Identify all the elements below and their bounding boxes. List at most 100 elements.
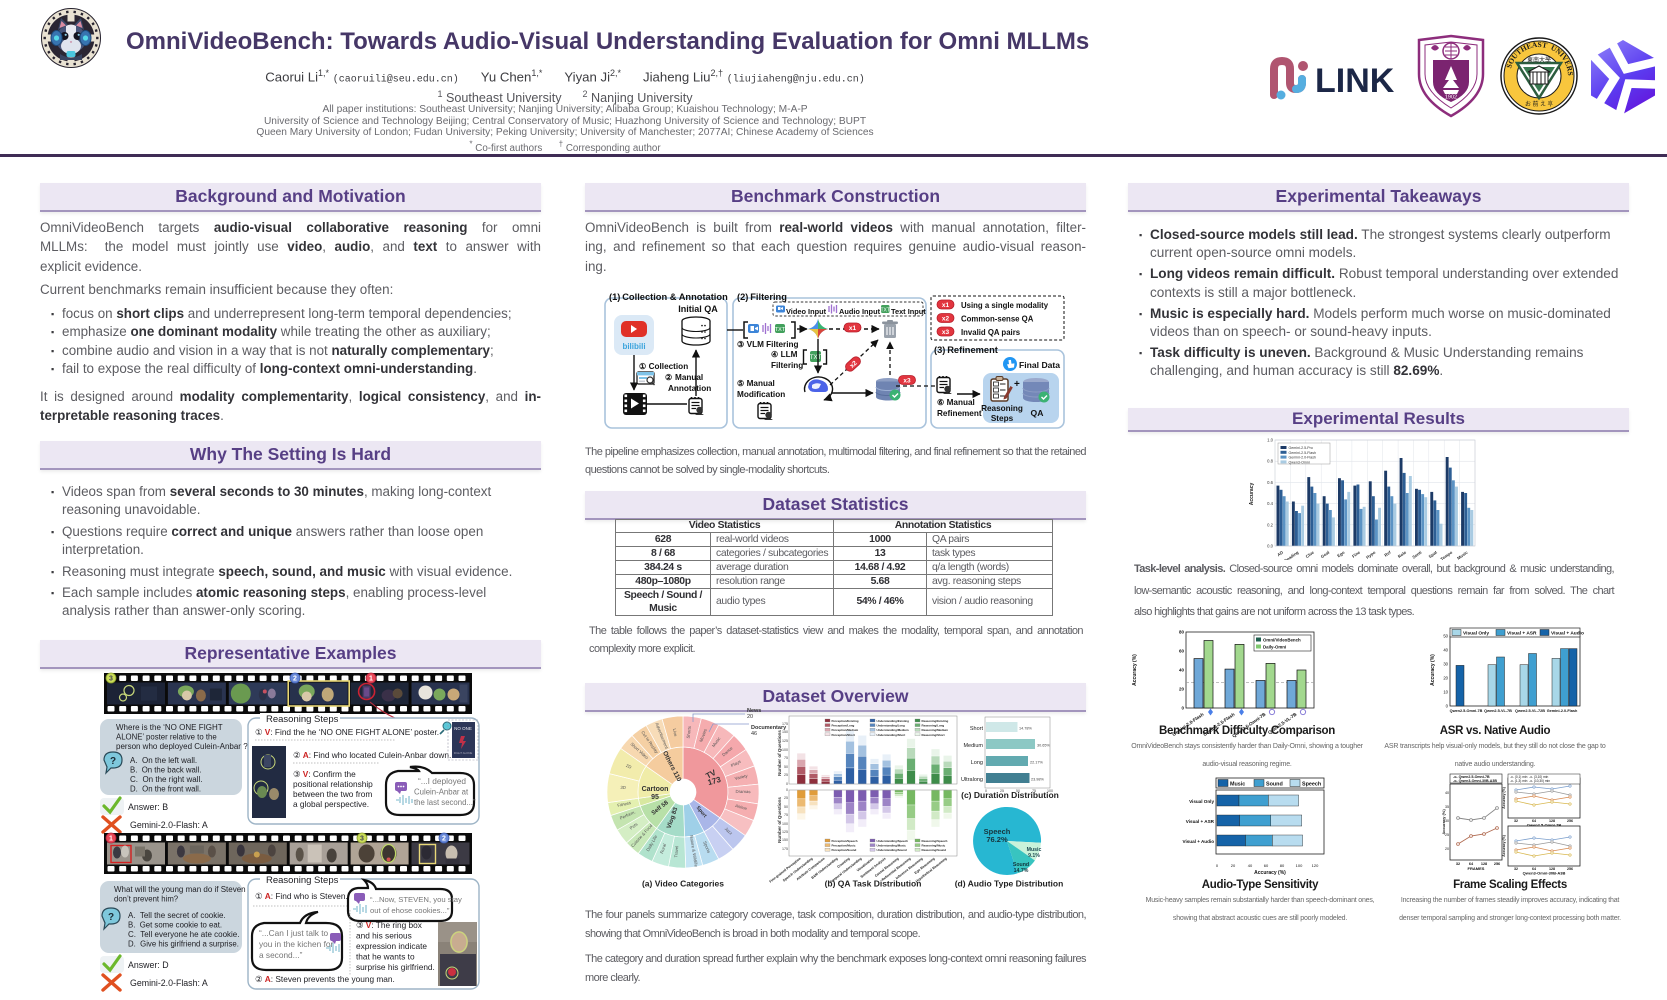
svg-text:75: 75: [784, 813, 788, 817]
svg-text:C. Tell everyone he ate cooki: C. Tell everyone he ate cookie.: [128, 930, 239, 939]
svg-text:Fine: Fine: [1351, 549, 1361, 558]
svg-text:D. Give his girlfriend a surp: D. Give his girlfriend a surprise.: [128, 940, 239, 949]
svg-text:Visual + Audio: Visual + Audio: [1551, 630, 1584, 636]
svg-text:(1) Collection & Annotation: (1) Collection & Annotation: [609, 292, 728, 302]
svg-text:Video Input: Video Input: [786, 307, 827, 316]
svg-text:Initial QA: Initial QA: [678, 304, 718, 314]
svg-text:audio-visual reasoning regime.: audio-visual reasoning regime.: [1202, 761, 1292, 768]
svg-text:QA: QA: [1031, 408, 1044, 418]
svg-text:Sports: Sports: [702, 840, 711, 853]
svg-text:20: 20: [1445, 847, 1449, 851]
svg-text:2D: 2D: [625, 763, 632, 770]
svg-text:TXT: TXT: [810, 355, 822, 361]
svg-text:25: 25: [784, 773, 788, 777]
svg-text:Pets: Pets: [629, 822, 639, 831]
svg-text:20: 20: [747, 714, 753, 720]
svg-text:100: 100: [782, 822, 788, 826]
svg-text:(b) QA Task Distribution: (b) QA Task Distribution: [825, 879, 922, 889]
svg-text:Frame Scaling Effects: Frame Scaling Effects: [1453, 879, 1567, 891]
svg-text:Music: Music: [1027, 847, 1042, 853]
svg-text:“...I deployed: “...I deployed: [418, 776, 466, 786]
svg-text:50: 50: [784, 765, 788, 769]
svg-text:22.17%: 22.17%: [1030, 761, 1044, 765]
svg-text:Ref: Ref: [1383, 549, 1392, 557]
svg-text:Perform.: Perform.: [619, 809, 636, 820]
svg-text:40: 40: [1443, 648, 1448, 653]
svg-text:Gemini-2.0-Flash: Gemini-2.0-Flash: [1289, 456, 1317, 460]
svg-text:Refinement: Refinement: [937, 409, 982, 418]
svg-text:A. On the left wall.: A. On the left wall.: [130, 756, 197, 765]
svg-text:Speech: Speech: [1302, 782, 1321, 788]
svg-text:② A: Steven prevents the young: ② A: Steven prevents the young man.: [255, 974, 395, 984]
svg-text:Live: Live: [672, 728, 678, 737]
svg-text:Perception/Music: Perception/Music: [832, 844, 856, 848]
svg-text:20: 20: [1179, 687, 1185, 692]
svg-text:Increasing the number of frame: Increasing the number of frames steadily…: [1401, 897, 1620, 904]
svg-text:Visual + ASR: Visual + ASR: [1507, 630, 1537, 636]
svg-text:Visual Only: Visual Only: [1463, 630, 1489, 636]
svg-text:Understanding/Short: Understanding/Short: [877, 733, 906, 737]
svg-text:-o- (1,3) min -o- (10,30) min: -o- (1,3) min -o- (10,30) min: [1510, 779, 1550, 783]
svg-text:expression indicate: expression indicate: [356, 941, 427, 951]
svg-text:Goal: Goal: [1320, 550, 1330, 559]
svg-text:TXT: TXT: [880, 308, 889, 314]
svg-text:175: 175: [782, 847, 788, 851]
svg-text:Plays: Plays: [730, 759, 742, 768]
svg-text:Variety: Variety: [734, 773, 749, 781]
svg-text:25: 25: [1000, 789, 1004, 793]
svg-text:Reasoning: Reasoning: [981, 404, 1023, 413]
svg-text:② A: Find who located Culein-A: ② A: Find who located Culein-Anbar down.: [293, 750, 451, 760]
svg-text:3D: 3D: [620, 785, 626, 790]
svg-text:64: 64: [1532, 867, 1536, 871]
svg-text:⑤ Manual: ⑤ Manual: [737, 379, 775, 388]
svg-text:Reasoning Steps: Reasoning Steps: [266, 714, 339, 725]
svg-text:Daily-Omni: Daily-Omni: [1263, 645, 1286, 650]
svg-text:20: 20: [1443, 676, 1448, 681]
svg-text:80: 80: [1179, 630, 1185, 635]
svg-text:Number of Questions: Number of Questions: [777, 730, 782, 776]
svg-text:Visual Only: Visual Only: [1189, 799, 1214, 804]
svg-text:x1: x1: [942, 302, 950, 309]
svg-text:positional relationship: positional relationship: [293, 779, 373, 789]
svg-text:50: 50: [1443, 634, 1448, 639]
svg-text:14.78%: 14.78%: [1019, 727, 1033, 731]
svg-text:60: 60: [1179, 649, 1185, 654]
svg-text:Qwen2.5-VL-72B: Qwen2.5-VL-72B: [1515, 709, 1545, 713]
svg-text:0: 0: [786, 782, 788, 786]
svg-text:Benchmark Difficulty Compariso: Benchmark Difficulty Comparison: [1159, 725, 1335, 737]
svg-text:③ V: Confirm the: ③ V: Confirm the: [293, 769, 356, 779]
svg-text:32: 32: [1456, 862, 1460, 866]
svg-text:256: 256: [1567, 867, 1573, 871]
svg-text:① V: Find the he ‘NO ONE FIGHT: ① V: Find the he ‘NO ONE FIGHT ALONE’ po…: [255, 727, 439, 737]
svg-text:30: 30: [1443, 662, 1448, 667]
svg-text:128: 128: [1549, 867, 1555, 871]
svg-text:1.0: 1.0: [1267, 438, 1273, 443]
svg-text:ASR vs. Native Audio: ASR vs. Native Audio: [1440, 725, 1551, 737]
svg-text:0: 0: [1216, 863, 1219, 868]
svg-text:Final Data: Final Data: [1019, 360, 1060, 370]
svg-text:150: 150: [782, 838, 788, 842]
svg-text:Perception/Sound: Perception/Sound: [832, 848, 857, 852]
svg-text:3: 3: [360, 836, 364, 843]
svg-text:④ LLM: ④ LLM: [771, 350, 798, 359]
svg-text:TXT: TXT: [775, 327, 786, 333]
svg-text:Rural: Rural: [659, 843, 667, 854]
svg-text:Reasoning/Music: Reasoning/Music: [922, 844, 946, 848]
svg-text:30: 30: [1445, 819, 1449, 823]
svg-text:Understanding/Medium: Understanding/Medium: [877, 728, 910, 732]
svg-text:0.8: 0.8: [1267, 459, 1273, 464]
svg-text:Visual + Audio: Visual + Audio: [1182, 839, 1214, 844]
svg-text:0: 0: [1181, 706, 1184, 711]
svg-text:Qwen3-Omni: Qwen3-Omni: [1289, 460, 1310, 464]
svg-text:64: 64: [1469, 862, 1474, 866]
svg-text:Perception/Medium: Perception/Medium: [832, 728, 859, 732]
svg-text:Reasoning/Short: Reasoning/Short: [922, 733, 945, 737]
svg-text:128: 128: [1549, 819, 1555, 823]
svg-text:Gemini-2.0-Flash: Gemini-2.0-Flash: [1547, 709, 1578, 713]
svg-text:News: News: [747, 708, 761, 714]
svg-text:Music-heavy samples remain sub: Music-heavy samples remain substantially…: [1146, 897, 1375, 904]
svg-text:Culein-Anbar at: Culein-Anbar at: [414, 788, 469, 797]
svg-text:① Collection: ① Collection: [639, 362, 688, 371]
svg-text:0.0: 0.0: [1267, 544, 1273, 549]
svg-text:23.98%: 23.98%: [1031, 778, 1045, 782]
